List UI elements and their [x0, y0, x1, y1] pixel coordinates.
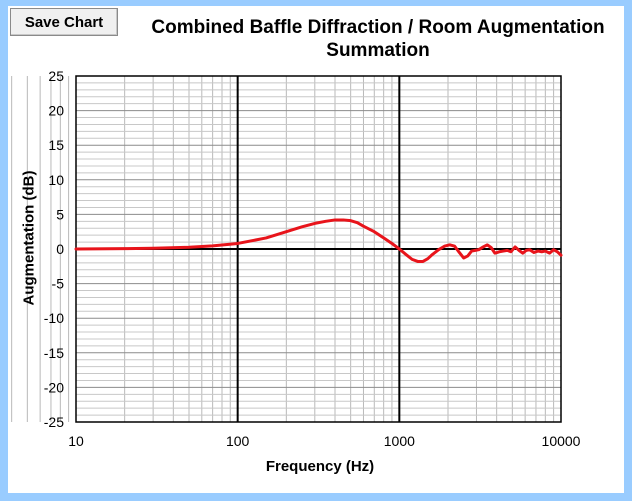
save-chart-button[interactable]: Save Chart	[10, 8, 118, 36]
y-tick-label: -25	[44, 414, 64, 430]
chart-title: Combined Baffle Diffraction / Room Augme…	[151, 17, 605, 61]
x-tick-label: 1000	[384, 433, 415, 449]
x-tick-labels: 10 100 1000 10000	[68, 433, 580, 449]
y-tick-label: -15	[44, 345, 64, 361]
x-tick-label: 10	[68, 433, 84, 449]
series-line	[74, 218, 563, 263]
x-tick-label: 100	[226, 433, 250, 449]
y-tick-label: 0	[56, 241, 64, 257]
y-tick-label: 15	[48, 137, 64, 153]
y-tick-labels: 25 20 15 10 5 0 -5 -10 -15 -20 -25	[44, 68, 64, 430]
y-tick-label: 5	[56, 206, 64, 222]
x-axis-label: Frequency (Hz)	[265, 458, 375, 475]
y-tick-label: -20	[44, 379, 64, 395]
y-tick-label: 10	[48, 172, 64, 188]
y-tick-label: -10	[44, 310, 64, 326]
series-group	[74, 218, 563, 263]
y-axis-label-text: Augmentation (dB)	[20, 170, 38, 306]
y-tick-label: 20	[48, 103, 64, 119]
y-tick-label: -5	[52, 276, 65, 292]
y-tick-label: 25	[48, 68, 64, 84]
x-tick-label: 10000	[542, 433, 581, 449]
